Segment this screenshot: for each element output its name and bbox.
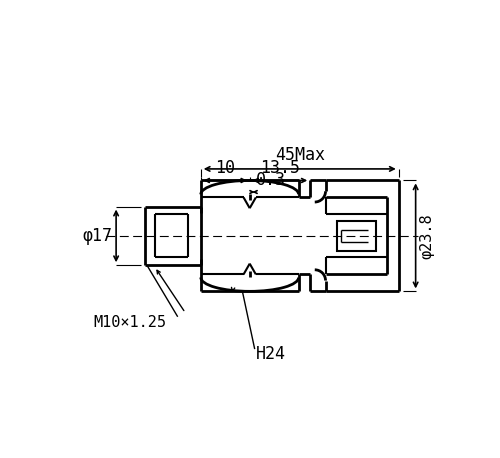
Bar xyxy=(337,220,376,251)
Text: φ17: φ17 xyxy=(82,227,112,245)
Text: M10×1.25: M10×1.25 xyxy=(93,316,166,330)
Text: 10: 10 xyxy=(216,158,236,177)
Text: H24: H24 xyxy=(256,345,286,363)
Text: 13.5: 13.5 xyxy=(260,158,300,177)
Text: 45Max: 45Max xyxy=(275,146,325,164)
Text: 0.3: 0.3 xyxy=(256,171,286,189)
Text: φ23.8: φ23.8 xyxy=(420,213,434,259)
